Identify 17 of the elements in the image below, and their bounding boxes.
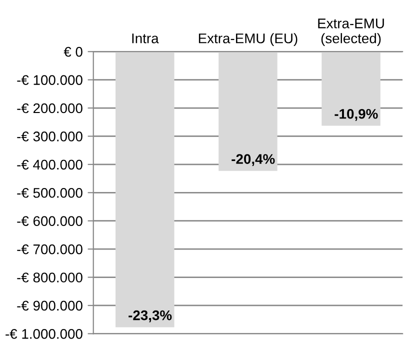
y-tick-label: -€ 500.000 bbox=[17, 188, 82, 198]
y-tick-label: -€ 800.000 bbox=[17, 272, 82, 282]
y-tick-label: -€ 300.000 bbox=[17, 132, 82, 142]
y-tick-label: € 0 bbox=[64, 46, 82, 57]
y-tick-label: -€ 700.000 bbox=[17, 244, 82, 254]
annotation: -10,9% bbox=[334, 108, 378, 121]
y-tick-label: -€ 100.000 bbox=[17, 75, 82, 85]
y-tick-label: -€ 600.000 bbox=[17, 216, 82, 226]
y-tick-label: -€ 400.000 bbox=[17, 160, 82, 170]
x-tick-label: Extra-EMU (EU) bbox=[198, 33, 298, 46]
x-tick-label: Extra-EMU (selected) bbox=[318, 18, 384, 46]
annotation: -23,3% bbox=[128, 310, 172, 322]
x-tick-label: Intra bbox=[132, 34, 159, 44]
y-tick-label: -€ 200.000 bbox=[17, 103, 82, 114]
y-tick-label: -€ 1.000.000 bbox=[6, 329, 82, 339]
y-tick-label: -€ 900.000 bbox=[17, 300, 82, 311]
annotation: -20,4% bbox=[232, 154, 275, 166]
